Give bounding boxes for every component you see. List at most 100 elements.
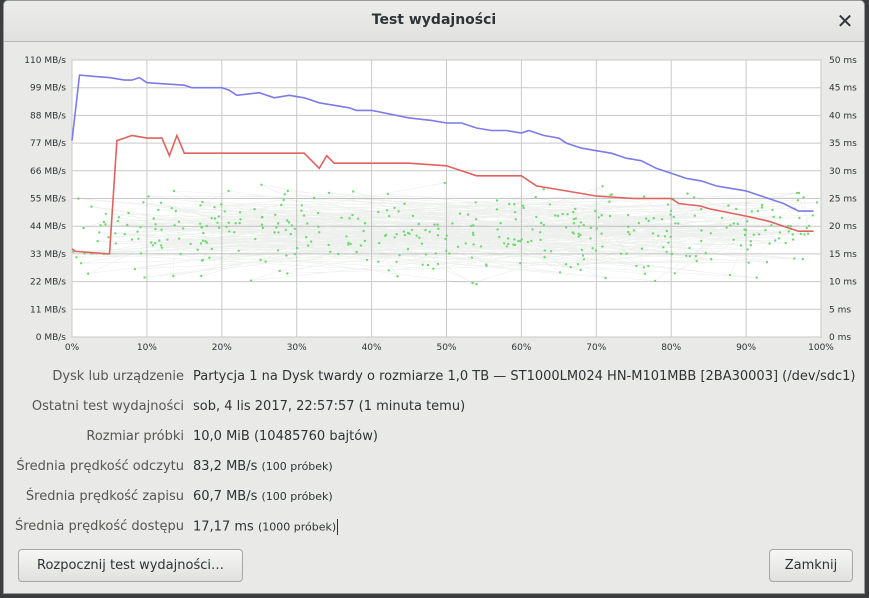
access-time-point xyxy=(672,215,675,219)
x-tick-label: 0% xyxy=(65,343,80,353)
access-time-point xyxy=(787,224,790,228)
access-time-point xyxy=(635,264,638,268)
access-time-point xyxy=(642,266,646,269)
access-time-point xyxy=(275,226,278,229)
access-time-point xyxy=(147,195,150,198)
access-time-point xyxy=(347,241,350,244)
access-time-point xyxy=(228,230,231,233)
access-time-point xyxy=(732,238,735,241)
start-benchmark-button[interactable]: Rozpocznij test wydajności… xyxy=(18,549,243,582)
access-time-point xyxy=(139,252,143,255)
close-icon[interactable]: ✕ xyxy=(836,9,854,33)
access-time-point xyxy=(287,221,291,224)
access-time-point xyxy=(426,263,430,267)
access-time-point xyxy=(395,260,398,263)
access-time-point xyxy=(811,214,814,217)
access-time-point xyxy=(260,223,264,226)
access-time-point xyxy=(574,217,577,220)
access-time-point xyxy=(772,215,775,218)
access-time-point xyxy=(349,242,352,246)
access-time-point xyxy=(179,252,182,256)
access-time-point xyxy=(474,201,477,204)
access-time-point xyxy=(408,232,411,235)
access-time-point xyxy=(735,207,738,211)
access-time-point xyxy=(200,259,204,262)
access-time-point xyxy=(277,222,280,225)
access-time-point xyxy=(157,208,160,212)
access-time-point xyxy=(660,218,664,221)
access-time-point xyxy=(280,203,283,207)
access-time-point xyxy=(472,224,475,227)
access-time-point xyxy=(395,233,398,236)
access-time-point xyxy=(627,213,630,217)
access-time-point xyxy=(83,252,86,255)
y-left-tick-label: 88 MB/s xyxy=(30,111,66,121)
access-time-point xyxy=(791,233,794,236)
access-time-point xyxy=(577,235,580,238)
access-time-point xyxy=(540,221,543,225)
access-time-point xyxy=(554,214,557,217)
access-time-point xyxy=(657,234,660,237)
access-time-point xyxy=(499,221,502,225)
access-time-point xyxy=(543,249,546,252)
access-time-point xyxy=(362,229,365,233)
write-label: Średnia prędkość zapisu xyxy=(25,489,184,504)
y-left-tick-label: 77 MB/s xyxy=(30,139,66,149)
access-time-point xyxy=(286,189,289,193)
access-value-wrap: 17,17 ms (1000 próbek) xyxy=(193,519,339,535)
access-time-point xyxy=(579,221,583,224)
access-time-point xyxy=(434,252,437,255)
access-time-point xyxy=(220,203,223,206)
access-time-point xyxy=(479,245,483,248)
access-time-point xyxy=(238,221,241,225)
access-time-point xyxy=(160,228,163,231)
title-bar: Test wydajności ✕ xyxy=(4,1,864,42)
access-time-point xyxy=(521,204,525,207)
access-time-point xyxy=(136,230,139,233)
y-left-tick-label: 0 MB/s xyxy=(36,333,67,343)
access-time-point xyxy=(196,248,199,251)
sample-size-label: Rozmiar próbki xyxy=(86,429,184,444)
read-rate-line xyxy=(71,74,814,212)
access-time-point xyxy=(337,252,340,256)
sample-size-value: 10,0 MiB (10485760 bajtów) xyxy=(193,429,378,444)
access-time-point xyxy=(317,225,320,228)
access-time-point xyxy=(797,191,801,195)
access-time-point xyxy=(495,208,499,211)
x-tick-label: 80% xyxy=(661,343,681,353)
access-time-point xyxy=(177,220,181,223)
access-time-point xyxy=(572,210,575,214)
access-time-point xyxy=(151,244,155,247)
access-time-point xyxy=(387,269,390,272)
access-time-point xyxy=(685,254,688,257)
access-time-point xyxy=(665,229,668,233)
access-time-point xyxy=(260,183,263,186)
write-value: 60,7 MB/s xyxy=(193,489,258,504)
read-value-wrap: 83,2 MB/s (100 próbek) xyxy=(193,459,333,474)
access-time-point xyxy=(406,248,410,251)
access-time-point xyxy=(393,206,396,210)
access-time-point xyxy=(519,239,522,243)
access-time-point xyxy=(205,241,209,244)
access-time-point xyxy=(582,258,586,261)
access-time-point xyxy=(647,219,650,223)
access-time-point xyxy=(199,242,203,245)
access-value: 17,17 ms xyxy=(193,519,254,535)
access-time-point xyxy=(154,223,157,226)
access-time-point xyxy=(471,231,475,234)
access-time-point xyxy=(815,201,819,204)
access-time-point xyxy=(403,233,407,237)
access-time-point xyxy=(233,231,236,234)
access-time-point xyxy=(117,216,121,219)
access-time-point xyxy=(444,237,447,241)
access-time-point xyxy=(290,224,294,227)
access-time-point xyxy=(309,240,313,243)
x-tick-label: 90% xyxy=(736,343,756,353)
access-time-point xyxy=(327,191,331,195)
access-time-point xyxy=(293,253,297,256)
access-time-point xyxy=(234,222,237,225)
access-time-point xyxy=(285,254,288,257)
access-time-point xyxy=(565,226,568,229)
close-button[interactable]: Zamknij xyxy=(769,549,853,582)
access-time-point xyxy=(347,243,350,246)
